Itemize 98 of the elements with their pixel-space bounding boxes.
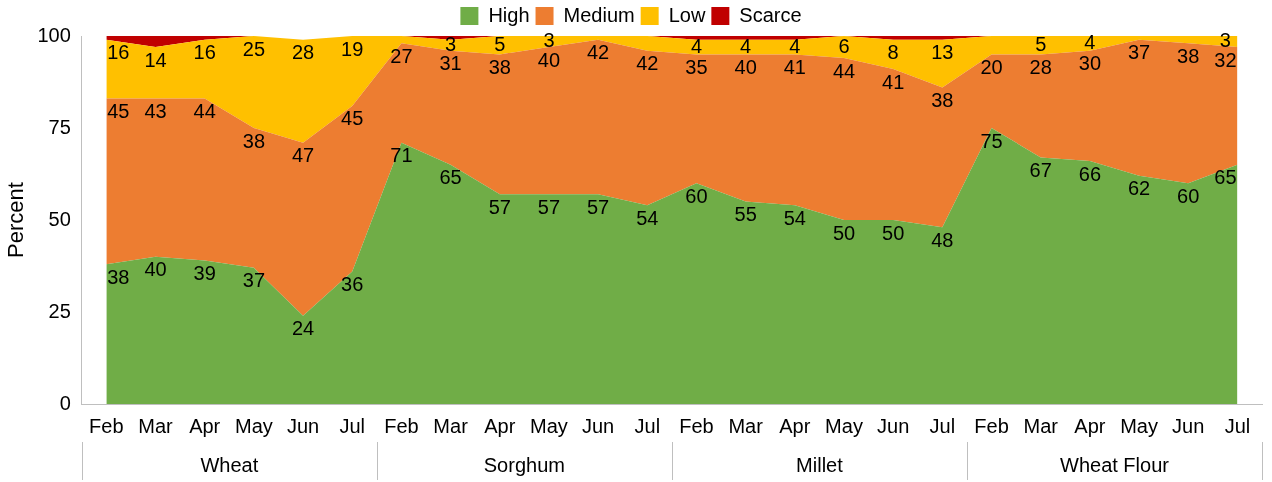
x-tick-label: Jul <box>929 414 956 437</box>
x-tick-label: Feb <box>974 414 1009 437</box>
y-axis-title: Percent <box>3 182 29 258</box>
data-label: 65 <box>1214 166 1237 189</box>
data-label: 45 <box>341 107 364 130</box>
data-label: 40 <box>734 55 757 78</box>
data-label: 16 <box>107 41 130 64</box>
x-tick-label: May <box>1120 414 1158 437</box>
data-label: 55 <box>734 203 757 226</box>
data-label: 30 <box>1078 52 1102 75</box>
x-tick-label: Jul <box>634 414 661 437</box>
data-label: 66 <box>1078 162 1102 185</box>
legend-label: Low <box>668 3 706 26</box>
x-tick-label: May <box>530 414 568 437</box>
x-tick-label: Mar <box>433 414 469 437</box>
data-label: 37 <box>1127 41 1151 64</box>
legend-label: High <box>488 3 530 26</box>
data-label: 44 <box>832 59 856 82</box>
data-label: 13 <box>931 41 954 64</box>
data-label: 41 <box>882 70 905 93</box>
data-label: 31 <box>439 52 462 75</box>
data-label: 16 <box>193 41 216 64</box>
data-label: 60 <box>1177 184 1200 207</box>
data-label: 27 <box>390 44 413 67</box>
data-label: 57 <box>587 195 610 218</box>
data-label: 42 <box>636 52 659 75</box>
x-tick-label: May <box>234 414 273 437</box>
x-tick-label: May <box>825 414 863 437</box>
legend-label: Scarce <box>739 3 802 26</box>
x-tick-label: Apr <box>779 414 811 437</box>
x-tick-label: Feb <box>679 414 714 437</box>
data-label: 45 <box>107 100 130 123</box>
data-label: 47 <box>291 144 315 167</box>
data-label: 24 <box>291 317 315 340</box>
data-label: 36 <box>341 273 364 296</box>
data-label: 8 <box>887 41 899 64</box>
data-label: 5 <box>494 32 506 55</box>
data-label: 28 <box>291 41 315 64</box>
data-label: 28 <box>1029 55 1052 78</box>
y-tick-label: 100 <box>37 23 71 46</box>
data-label: 41 <box>783 55 806 78</box>
y-tick-label: 50 <box>48 207 71 230</box>
data-label: 38 <box>242 129 266 152</box>
x-tick-label: Feb <box>89 414 124 437</box>
data-label: 38 <box>1177 44 1200 67</box>
data-label: 25 <box>242 37 266 60</box>
data-label: 14 <box>144 48 167 71</box>
x-tick-label: Apr <box>484 414 516 437</box>
data-label: 37 <box>242 269 266 292</box>
data-label: 50 <box>832 221 856 244</box>
y-tick-label: 25 <box>48 299 71 322</box>
data-label: 67 <box>1029 158 1052 181</box>
data-label: 6 <box>838 34 850 57</box>
x-tick-label: Apr <box>189 414 221 437</box>
data-label: 3 <box>445 32 457 55</box>
data-label: 4 <box>690 34 703 57</box>
data-label: 35 <box>685 55 708 78</box>
x-tick-label: Jul <box>1224 414 1251 437</box>
data-label: 54 <box>636 206 659 229</box>
x-tick-label: Jun <box>286 414 320 437</box>
data-label: 4 <box>1084 30 1096 53</box>
data-label: 57 <box>488 195 511 218</box>
data-label: 43 <box>144 100 167 123</box>
data-label: 38 <box>931 89 954 112</box>
data-label: 65 <box>439 166 462 189</box>
x-tick-label: Jul <box>339 414 366 437</box>
data-label: 54 <box>783 206 806 229</box>
y-tick-label: 0 <box>59 391 71 414</box>
data-label: 40 <box>144 258 167 281</box>
x-tick-label: Feb <box>384 414 419 437</box>
data-label: 60 <box>685 184 708 207</box>
data-label: 38 <box>107 265 130 288</box>
data-label: 5 <box>1035 32 1047 55</box>
data-label: 57 <box>537 195 561 218</box>
x-tick-label: Mar <box>1023 414 1059 437</box>
text: Wheat Flour <box>1060 453 1170 476</box>
data-label: 44 <box>193 100 216 123</box>
text: Sorghum <box>483 453 565 476</box>
data-label: 48 <box>931 228 954 251</box>
data-label: 50 <box>882 221 905 244</box>
x-tick-label: Jun <box>582 414 615 437</box>
legend-label: Medium <box>563 3 635 26</box>
x-tick-label: Mar <box>728 414 764 437</box>
data-label: 19 <box>341 37 364 60</box>
x-tick-label: Mar <box>138 414 174 437</box>
x-tick-label: Jun <box>877 414 910 437</box>
data-label: 39 <box>193 262 216 284</box>
data-label: 20 <box>980 55 1003 78</box>
x-tick-label: Apr <box>1074 414 1106 437</box>
data-label: 42 <box>587 41 610 64</box>
data-label: 38 <box>488 55 511 78</box>
text: Millet <box>796 453 844 476</box>
data-label: 4 <box>740 34 752 57</box>
data-label: 4 <box>789 34 801 57</box>
text: Wheat <box>200 453 259 476</box>
data-label: 62 <box>1127 177 1151 200</box>
y-tick-label: 75 <box>48 115 71 138</box>
x-tick-label: Jun <box>1172 414 1205 437</box>
